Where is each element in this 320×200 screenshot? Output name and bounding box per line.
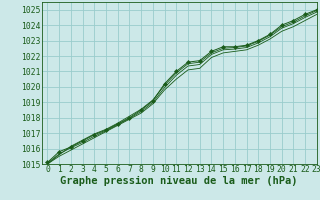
X-axis label: Graphe pression niveau de la mer (hPa): Graphe pression niveau de la mer (hPa) (60, 176, 298, 186)
